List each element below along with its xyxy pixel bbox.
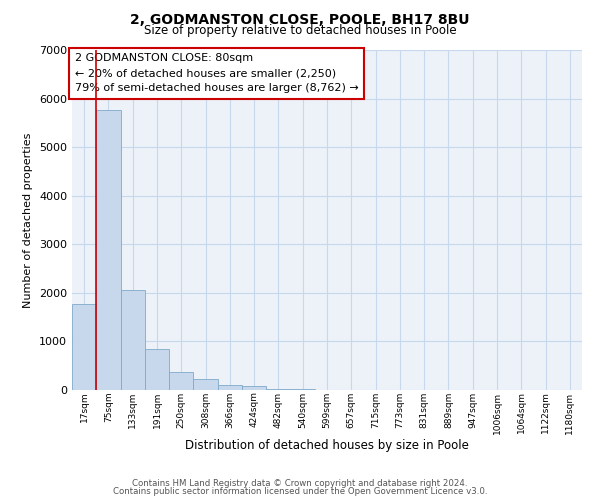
X-axis label: Distribution of detached houses by size in Poole: Distribution of detached houses by size … xyxy=(185,439,469,452)
Bar xyxy=(145,349,169,390)
Bar xyxy=(218,385,242,390)
Y-axis label: Number of detached properties: Number of detached properties xyxy=(23,132,34,308)
Bar xyxy=(121,290,145,390)
Bar xyxy=(72,304,96,390)
Text: Contains HM Land Registry data © Crown copyright and database right 2024.: Contains HM Land Registry data © Crown c… xyxy=(132,478,468,488)
Bar xyxy=(169,372,193,390)
Bar xyxy=(96,110,121,390)
Text: Contains public sector information licensed under the Open Government Licence v3: Contains public sector information licen… xyxy=(113,487,487,496)
Text: 2, GODMANSTON CLOSE, POOLE, BH17 8BU: 2, GODMANSTON CLOSE, POOLE, BH17 8BU xyxy=(130,12,470,26)
Text: Size of property relative to detached houses in Poole: Size of property relative to detached ho… xyxy=(143,24,457,37)
Bar xyxy=(266,388,290,390)
Text: 2 GODMANSTON CLOSE: 80sqm
← 20% of detached houses are smaller (2,250)
79% of se: 2 GODMANSTON CLOSE: 80sqm ← 20% of detac… xyxy=(74,54,358,93)
Bar xyxy=(193,379,218,390)
Bar xyxy=(242,386,266,390)
